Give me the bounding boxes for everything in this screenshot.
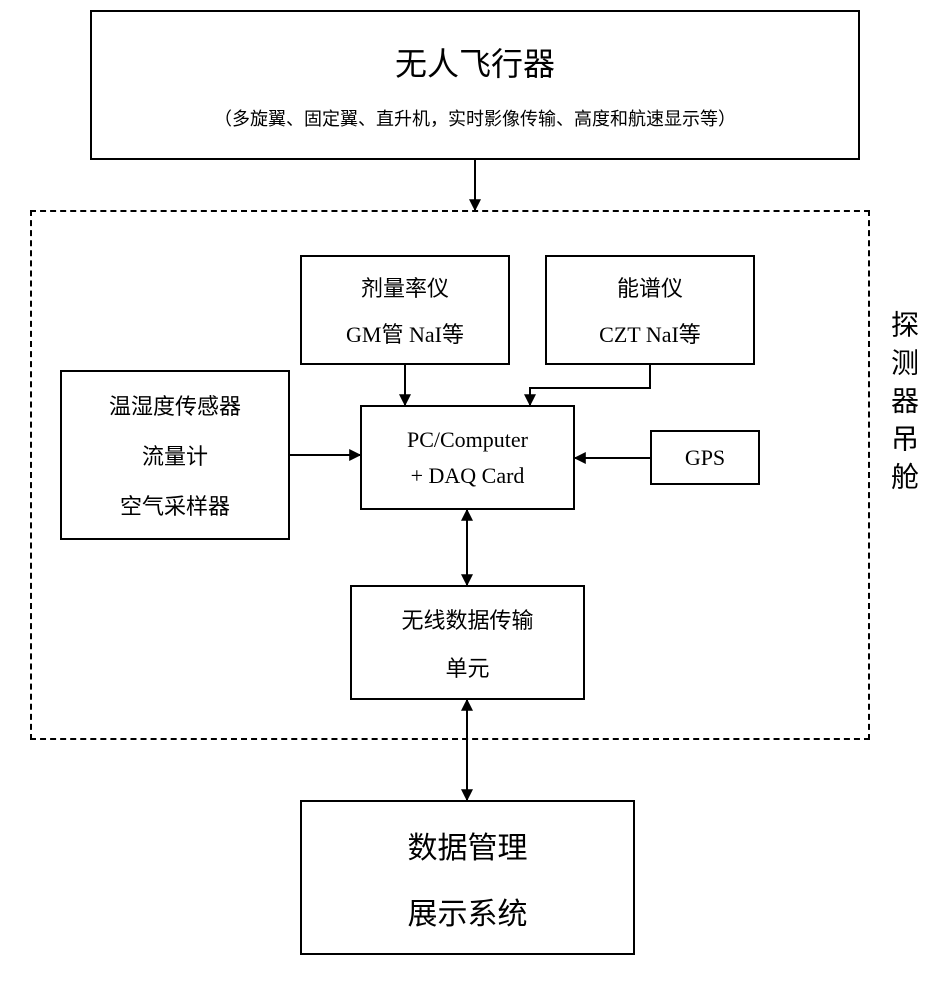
node-spectrometer: 能谱仪 CZT NaI等 bbox=[545, 255, 755, 365]
dose-line2: GM管 NaI等 bbox=[346, 317, 464, 349]
spec-line1: 能谱仪 bbox=[617, 271, 683, 303]
node-uav: 无人飞行器 （多旋翼、固定翼、直升机，实时影像传输、高度和航速显示等） bbox=[90, 10, 860, 160]
node-gps: GPS bbox=[650, 430, 760, 485]
sensors-line3: 空气采样器 bbox=[120, 489, 230, 521]
detector-pod-side-label: 探测器吊舱 bbox=[882, 310, 922, 500]
node-wireless-unit: 无线数据传输 单元 bbox=[350, 585, 585, 700]
wireless-line1: 无线数据传输 bbox=[401, 603, 533, 635]
node-dose-rate-meter: 剂量率仪 GM管 NaI等 bbox=[300, 255, 510, 365]
node-sensors: 温湿度传感器 流量计 空气采样器 bbox=[60, 370, 290, 540]
dose-line1: 剂量率仪 bbox=[361, 271, 449, 303]
pc-line1: PC/Computer bbox=[407, 427, 528, 453]
node-pc-daq: PC/Computer + DAQ Card bbox=[360, 405, 575, 510]
uav-title: 无人飞行器 bbox=[395, 39, 555, 85]
diagram-canvas: 无人飞行器 （多旋翼、固定翼、直升机，实时影像传输、高度和航速显示等） 探测器吊… bbox=[0, 0, 949, 1000]
dms-line2: 展示系统 bbox=[408, 889, 528, 933]
dms-line1: 数据管理 bbox=[408, 823, 528, 867]
node-data-management-system: 数据管理 展示系统 bbox=[300, 800, 635, 955]
pc-line2: + DAQ Card bbox=[411, 463, 525, 489]
sensors-line2: 流量计 bbox=[142, 439, 208, 471]
wireless-line2: 单元 bbox=[445, 651, 489, 683]
sensors-line1: 温湿度传感器 bbox=[109, 389, 241, 421]
uav-subtitle: （多旋翼、固定翼、直升机，实时影像传输、高度和航速显示等） bbox=[214, 105, 736, 131]
spec-line2: CZT NaI等 bbox=[599, 317, 701, 349]
gps-line1: GPS bbox=[685, 445, 725, 471]
